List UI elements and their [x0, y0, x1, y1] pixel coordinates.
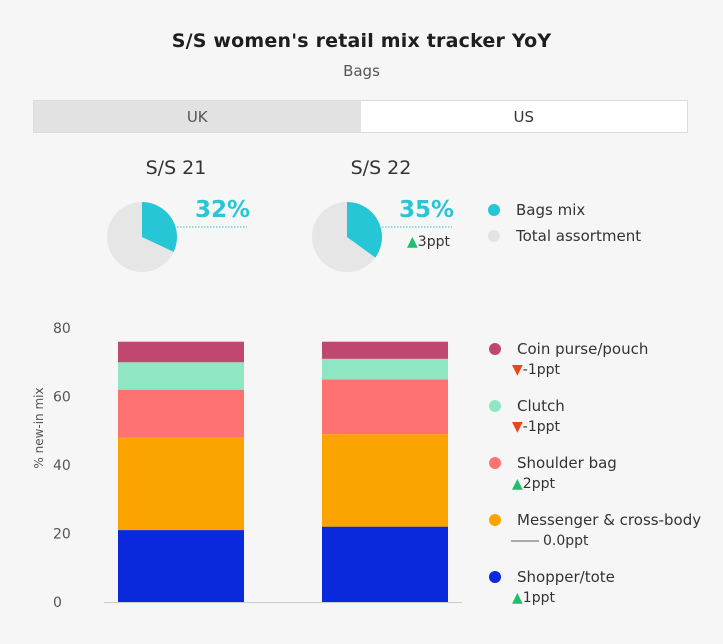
legend-swatch	[489, 343, 501, 355]
legend-swatch	[489, 514, 501, 526]
pie-share-slice	[347, 202, 382, 258]
tab-uk[interactable]: UK	[34, 101, 361, 132]
y-tick-label: 20	[53, 527, 71, 543]
legend-delta: ▼ -1ppt	[512, 360, 701, 380]
bar-segment[interactable]	[118, 530, 244, 602]
bar-segment[interactable]	[322, 358, 448, 380]
y-tick-label: 0	[53, 595, 62, 611]
legend-label-row: Clutch	[489, 395, 701, 417]
legend-delta-value: -1ppt	[522, 362, 561, 378]
bar-legend: Coin purse/pouch ▼ -1ppt Clutch ▼ -1ppt Sh…	[489, 338, 701, 623]
legend-delta-value: 1ppt	[522, 590, 555, 606]
legend-label: Coin purse/pouch	[517, 340, 649, 358]
legend-swatch	[489, 571, 501, 583]
legend-swatch	[489, 457, 501, 469]
legend-label: Shopper/tote	[517, 568, 615, 586]
pie-charts	[107, 202, 452, 272]
legend-delta: ▼ -1ppt	[512, 417, 701, 437]
legend-item-total-assortment: Total assortment	[488, 223, 641, 249]
y-tick-label: 60	[53, 390, 71, 406]
bar-segment[interactable]	[322, 434, 448, 527]
market-tabs: UK US	[33, 100, 688, 133]
legend-delta: ▲ 1ppt	[512, 588, 701, 608]
y-axis-label: % new-in mix	[32, 387, 46, 468]
pie-legend: Bags mix Total assortment	[488, 197, 641, 249]
tab-us[interactable]: US	[513, 107, 534, 126]
legend-delta-value: 0.0ppt	[543, 533, 589, 549]
bar-segment[interactable]	[322, 379, 448, 435]
up-triangle-icon: ▲	[512, 590, 523, 606]
legend-swatch	[488, 230, 500, 242]
legend-label: Messenger & cross-body	[517, 511, 702, 529]
share-delta-value: 3ppt	[417, 234, 450, 250]
legend-item: Messenger & cross-body 0.0ppt	[489, 509, 701, 566]
legend-label: Clutch	[517, 397, 565, 415]
legend-label-row: Messenger & cross-body	[489, 509, 701, 531]
share-value-ss22: 35%	[399, 197, 455, 223]
legend-label: Total assortment	[516, 227, 642, 245]
chart-title: S/S women's retail mix tracker YoY	[171, 30, 552, 52]
season-label-ss22: S/S 22	[350, 157, 412, 179]
y-tick-label: 80	[53, 321, 71, 337]
y-tick-label: 40	[53, 458, 71, 474]
chart-subtitle: Bags	[343, 62, 380, 80]
legend-swatch	[488, 204, 500, 216]
legend-delta-value: 2ppt	[522, 476, 555, 492]
legend-label: Bags mix	[516, 201, 586, 219]
legend-label-row: Shopper/tote	[489, 566, 701, 588]
legend-item: Shopper/tote ▲ 1ppt	[489, 566, 701, 623]
down-triangle-icon: ▼	[512, 419, 523, 435]
bar-segment[interactable]	[322, 341, 448, 359]
legend-item-bags-mix: Bags mix	[488, 197, 641, 223]
legend-delta: 0.0ppt	[511, 531, 701, 551]
legend-item: Clutch ▼ -1ppt	[489, 395, 701, 452]
bar-segment[interactable]	[322, 526, 448, 602]
share-value-ss21: 32%	[195, 197, 251, 223]
legend-delta: ▲ 2ppt	[512, 474, 701, 494]
season-label-ss21: S/S 21	[145, 157, 207, 179]
legend-delta-value: -1ppt	[522, 419, 561, 435]
flat-line-icon	[511, 540, 539, 542]
legend-item: Shoulder bag ▲ 2ppt	[489, 452, 701, 509]
legend-label-row: Coin purse/pouch	[489, 338, 701, 360]
up-triangle-icon: ▲	[407, 234, 418, 250]
bar-segment[interactable]	[118, 362, 244, 390]
share-delta-ss22: ▲3ppt	[407, 234, 450, 250]
legend-item: Coin purse/pouch ▼ -1ppt	[489, 338, 701, 395]
legend-label-row: Shoulder bag	[489, 452, 701, 474]
bar-segment[interactable]	[118, 341, 244, 363]
bar-segment[interactable]	[118, 389, 244, 438]
legend-label: Shoulder bag	[517, 454, 617, 472]
down-triangle-icon: ▼	[512, 362, 523, 378]
up-triangle-icon: ▲	[512, 476, 523, 492]
legend-swatch	[489, 400, 501, 412]
bar-segment[interactable]	[118, 437, 244, 531]
